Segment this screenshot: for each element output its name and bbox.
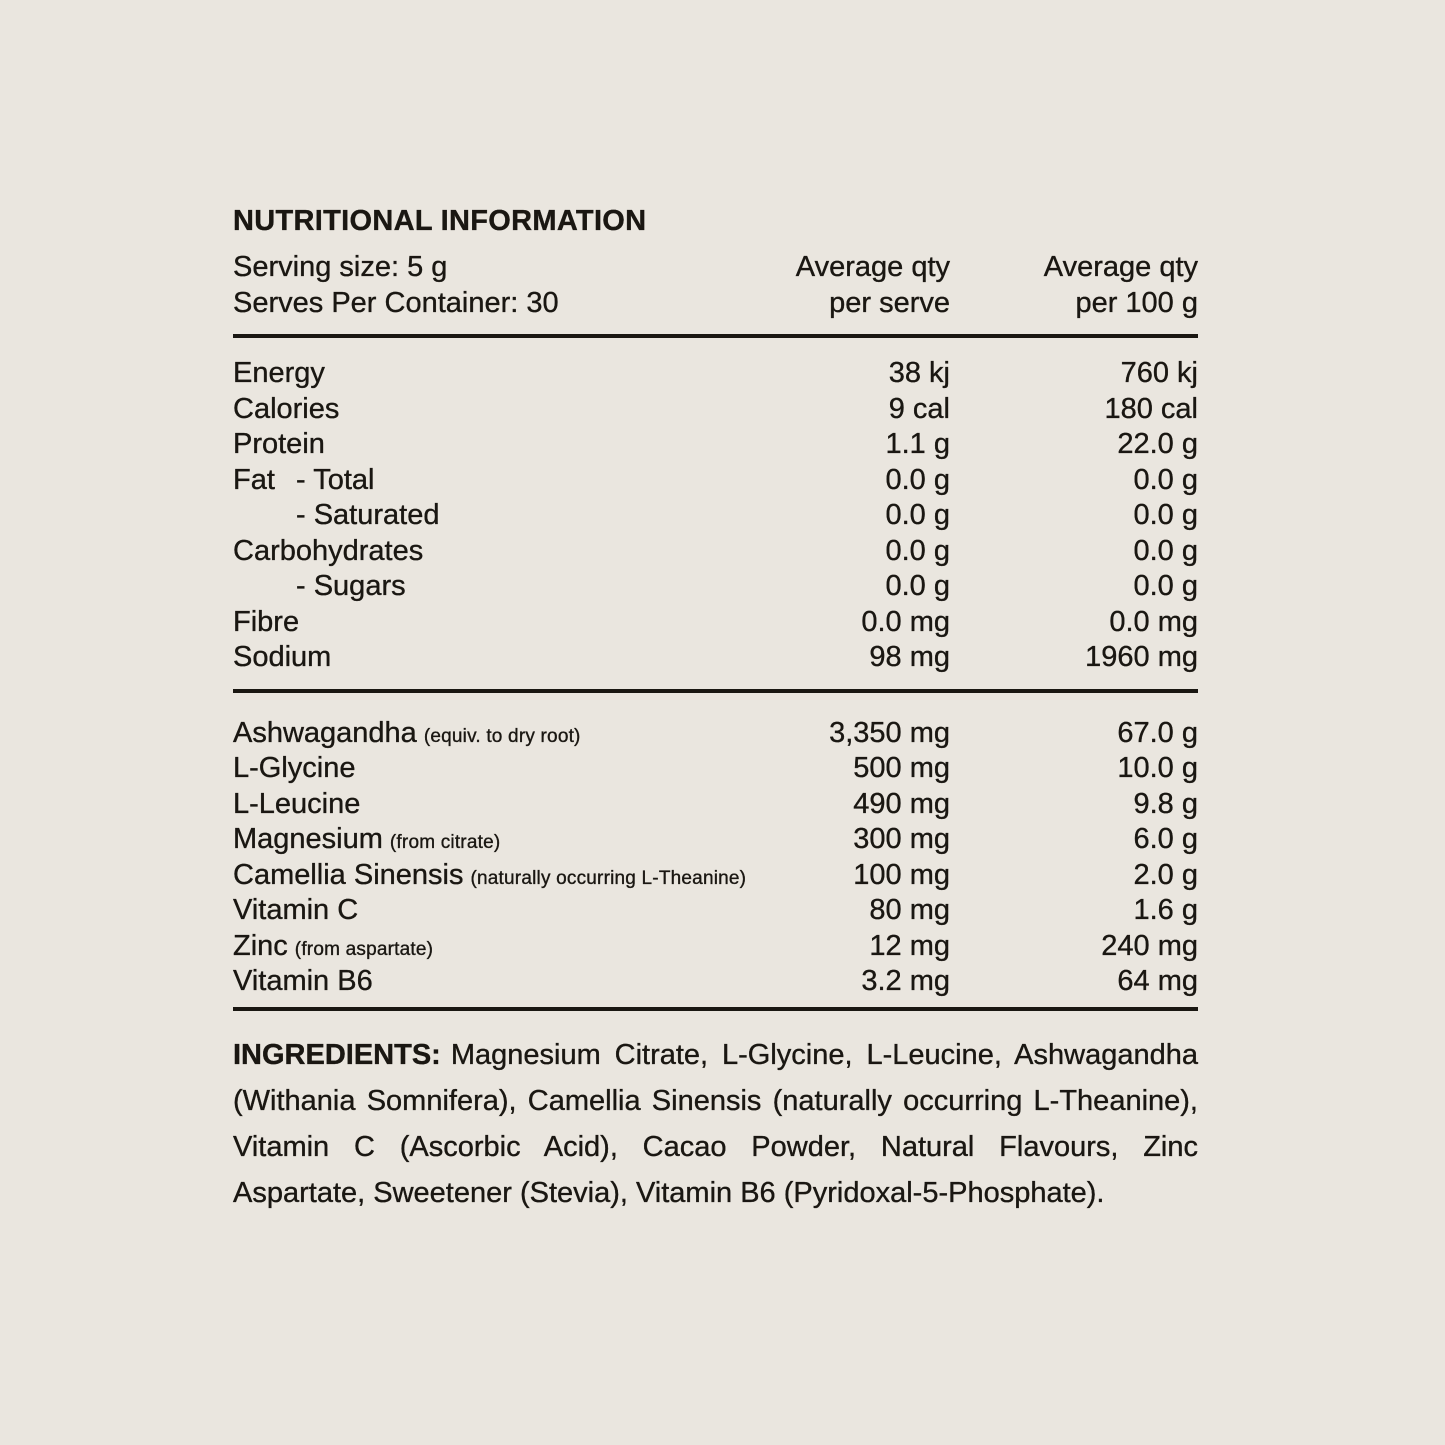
divider-rule bbox=[233, 1006, 1198, 1011]
value-per-100g: 22.0 g bbox=[1117, 428, 1198, 460]
active-label: Vitamin B6 bbox=[233, 965, 373, 997]
value-per-100g: 2.0 g bbox=[1133, 858, 1198, 891]
panel-title: NUTRITIONAL INFORMATION bbox=[233, 205, 647, 237]
ingredients-paragraph: INGREDIENTS: Magnesium Citrate, L-Glycine… bbox=[233, 1032, 1198, 1216]
value-per-serve: 100 mg bbox=[853, 858, 950, 891]
value-per-serve: 500 mg bbox=[853, 752, 950, 784]
value-per-100g: 760 kj bbox=[1120, 357, 1198, 389]
value-per-100g: 0.0 g bbox=[1133, 499, 1198, 531]
column-header-per-100g: Average qty per 100 g bbox=[950, 250, 1199, 321]
table-row-fat-saturated: - Saturated 0.0 g 0.0 g bbox=[233, 498, 1198, 534]
nutrient-label: Calories bbox=[233, 392, 340, 425]
ingredients-text: Magnesium Citrate, L-Glycine, L-Leucine,… bbox=[233, 1038, 1198, 1209]
nutrient-label: Fat bbox=[233, 463, 275, 496]
table-row-vitamin-c: Vitamin C 80 mg 1.6 g bbox=[233, 893, 1198, 929]
table-row-carbohydrates: Carbohydrates 0.0 g 0.0 g bbox=[233, 534, 1198, 570]
value-per-100g: 6.0 g bbox=[1133, 823, 1198, 855]
table-row-zinc: Zinc (from aspartate) 12 mg 240 mg bbox=[233, 929, 1198, 965]
value-per-serve: 1.1 g bbox=[885, 428, 950, 460]
table-row-energy: Energy 38 kj 760 kj bbox=[233, 356, 1198, 392]
table-row-fat-total: Fat - Total 0.0 g 0.0 g bbox=[233, 463, 1198, 499]
value-per-100g: 0.0 g bbox=[1133, 534, 1198, 567]
value-per-serve: 80 mg bbox=[869, 894, 950, 926]
active-label: Camellia Sinensis bbox=[233, 858, 464, 891]
value-per-serve: 3.2 mg bbox=[861, 965, 950, 997]
active-label: L-Glycine bbox=[233, 752, 356, 784]
column-header-line: per 100 g bbox=[1075, 286, 1198, 319]
value-per-serve: 300 mg bbox=[853, 823, 950, 855]
nutrient-sublabel: - Total bbox=[296, 463, 375, 496]
value-per-100g: 0.0 mg bbox=[1109, 605, 1198, 638]
nutrient-label: Carbohydrates bbox=[233, 534, 424, 567]
value-per-serve: 0.0 g bbox=[885, 570, 950, 602]
value-per-100g: 0.0 g bbox=[1133, 463, 1198, 496]
table-row-protein: Protein 1.1 g 22.0 g bbox=[233, 427, 1198, 463]
divider-rule bbox=[233, 334, 1198, 338]
active-label: Vitamin C bbox=[233, 894, 359, 926]
nutrient-label: Sodium bbox=[233, 641, 332, 673]
active-label: Ashwagandha bbox=[233, 716, 417, 749]
nutrient-label: Energy bbox=[233, 357, 325, 389]
active-label: Magnesium bbox=[233, 823, 383, 855]
value-per-serve: 38 kj bbox=[888, 357, 951, 389]
ingredients-heading: INGREDIENTS: bbox=[233, 1038, 441, 1071]
active-note: (equiv. to dry root) bbox=[423, 725, 581, 747]
table-row-camellia-sinensis: Camellia Sinensis (naturally occurring L-… bbox=[233, 858, 1198, 894]
nutrient-sublabel: - Sugars bbox=[296, 570, 406, 602]
column-header-line: Average qty bbox=[795, 251, 951, 283]
value-per-100g: 1960 mg bbox=[1085, 641, 1198, 673]
value-per-100g: 10.0 g bbox=[1117, 752, 1198, 784]
value-per-100g: 67.0 g bbox=[1117, 716, 1198, 749]
table-row-ashwagandha: Ashwagandha (equiv. to dry root) 3,350 mg 6… bbox=[233, 716, 1198, 752]
value-per-serve: 0.0 g bbox=[885, 463, 950, 496]
value-per-100g: 9.8 g bbox=[1133, 787, 1198, 820]
active-label: Zinc bbox=[233, 929, 288, 962]
active-note: (from citrate) bbox=[389, 832, 501, 853]
value-per-serve: 12 mg bbox=[869, 929, 950, 962]
serving-info: Serving size: 5 g Serves Per Container: … bbox=[233, 250, 740, 321]
column-header-per-serve: Average qty per serve bbox=[740, 250, 951, 321]
column-header-line: Average qty bbox=[1043, 251, 1199, 283]
divider-rule bbox=[233, 688, 1198, 693]
value-per-100g: 1.6 g bbox=[1133, 894, 1198, 926]
panel-header: Serving size: 5 g Serves Per Container: … bbox=[233, 250, 1198, 321]
table-row-sugars: - Sugars 0.0 g 0.0 g bbox=[233, 569, 1198, 605]
nutrient-sublabel: - Saturated bbox=[296, 499, 440, 531]
table-row-fibre: Fibre 0.0 mg 0.0 mg bbox=[233, 605, 1198, 641]
value-per-serve: 3,350 mg bbox=[829, 716, 950, 749]
value-per-serve: 0.0 mg bbox=[861, 605, 950, 638]
active-note: (naturally occurring L-Theanine) bbox=[470, 867, 747, 889]
value-per-serve: 0.0 g bbox=[885, 534, 950, 567]
value-per-100g: 240 mg bbox=[1101, 929, 1198, 962]
serving-size: Serving size: 5 g bbox=[233, 251, 448, 283]
value-per-serve: 0.0 g bbox=[885, 499, 950, 531]
nutrients-table: Energy 38 kj 760 kj Calories 9 cal 180 cal P… bbox=[233, 338, 1198, 676]
value-per-100g: 64 mg bbox=[1117, 965, 1198, 997]
nutrient-label: Protein bbox=[233, 428, 325, 460]
serves-per-container: Serves Per Container: 30 bbox=[233, 286, 559, 319]
value-per-100g: 0.0 g bbox=[1133, 570, 1198, 602]
table-row-magnesium: Magnesium (from citrate) 300 mg 6.0 g bbox=[233, 822, 1198, 858]
nutrition-panel: NUTRITIONAL INFORMATION Serving size: 5 … bbox=[233, 205, 1198, 1216]
table-row-vitamin-b6: Vitamin B6 3.2 mg 64 mg bbox=[233, 964, 1198, 1000]
nutrient-label: Fibre bbox=[233, 605, 300, 638]
value-per-100g: 180 cal bbox=[1104, 392, 1198, 425]
value-per-serve: 9 cal bbox=[888, 392, 951, 425]
table-row-l-leucine: L-Leucine 490 mg 9.8 g bbox=[233, 787, 1198, 823]
table-row-sodium: Sodium 98 mg 1960 mg bbox=[233, 640, 1198, 676]
value-per-serve: 490 mg bbox=[853, 787, 950, 820]
table-row-calories: Calories 9 cal 180 cal bbox=[233, 392, 1198, 428]
actives-table: Ashwagandha (equiv. to dry root) 3,350 mg 6… bbox=[233, 693, 1198, 1000]
value-per-serve: 98 mg bbox=[869, 641, 950, 673]
table-row-l-glycine: L-Glycine 500 mg 10.0 g bbox=[233, 751, 1198, 787]
active-label: L-Leucine bbox=[233, 787, 361, 820]
active-note: (from aspartate) bbox=[294, 938, 434, 960]
column-header-line: per serve bbox=[829, 286, 950, 319]
